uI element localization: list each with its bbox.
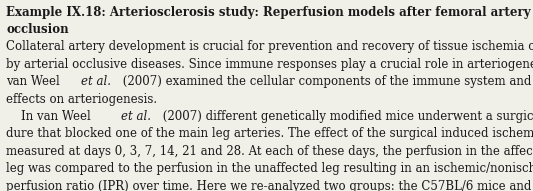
- Text: Collateral artery development is crucial for prevention and recovery of tissue i: Collateral artery development is crucial…: [6, 40, 533, 53]
- Text: (2007) examined the cellular components of the immune system and their: (2007) examined the cellular components …: [119, 75, 533, 88]
- Text: et al.: et al.: [80, 75, 110, 88]
- Text: by arterial occlusive diseases. Since immune responses play a crucial role in ar: by arterial occlusive diseases. Since im…: [6, 58, 533, 71]
- Text: leg was compared to the perfusion in the unaffected leg resulting in an ischemic: leg was compared to the perfusion in the…: [6, 162, 533, 175]
- Text: effects on arteriogenesis.: effects on arteriogenesis.: [6, 93, 158, 106]
- Text: measured at days 0, 3, 7, 14, 21 and 28. At each of these days, the perfusion in: measured at days 0, 3, 7, 14, 21 and 28.…: [6, 145, 533, 158]
- Text: occlusion: occlusion: [6, 23, 69, 36]
- Text: et al.: et al.: [120, 110, 151, 123]
- Text: Example IX.18: Arteriosclerosis study: Reperfusion models after femoral artery: Example IX.18: Arteriosclerosis study: R…: [6, 6, 531, 19]
- Text: perfusion ratio (IPR) over time. Here we re-analyzed two groups: the C57BL/6 mic: perfusion ratio (IPR) over time. Here we…: [6, 180, 533, 191]
- Text: van Weel: van Weel: [6, 75, 64, 88]
- Text: In van Weel: In van Weel: [6, 110, 95, 123]
- Text: dure that blocked one of the main leg arteries. The effect of the surgical induc: dure that blocked one of the main leg ar…: [6, 127, 533, 140]
- Text: (2007) different genetically modified mice underwent a surgical proce-: (2007) different genetically modified mi…: [159, 110, 533, 123]
